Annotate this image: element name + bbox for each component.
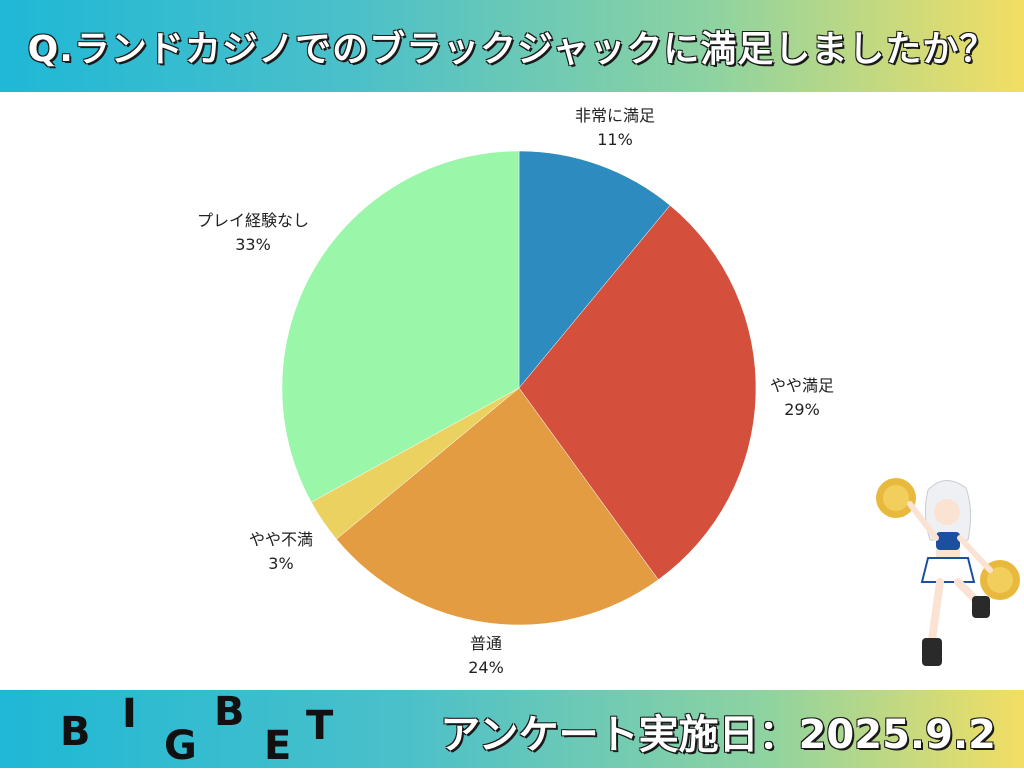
footer-banner: B I G B E T アンケート実施日：2025.9.2: [0, 690, 1024, 768]
survey-date: アンケート実施日：2025.9.2: [440, 712, 996, 758]
cheerleader-mascot-illustration: [876, 478, 1020, 666]
pie-chart: 非常に満足 11% やや満足 29% 普通 24% やや不満 3% プレイ経験な…: [0, 92, 1024, 690]
slice-label-percent: 24%: [468, 658, 504, 677]
header-banner: Q.ランドカジノでのブラックジャックに満足しましたか？: [0, 0, 1024, 92]
slice-label-neutral: 普通 24%: [446, 632, 526, 680]
pie-slice: [336, 387, 659, 626]
slice-label-somewhat-satisfied: やや満足 29%: [752, 374, 852, 422]
logo-letter: E: [264, 723, 292, 769]
logo-letter: B: [60, 709, 91, 755]
pie-slice: [518, 205, 757, 581]
chart-title: Q.ランドカジノでのブラックジャックに満足しましたか？: [27, 29, 997, 70]
slice-label-somewhat-dissatisfied: やや不満 3%: [226, 528, 336, 576]
slice-label-percent: 33%: [235, 235, 271, 254]
slice-label-percent: 11%: [597, 130, 633, 149]
slice-label-never-played: プレイ経験なし 33%: [178, 209, 328, 257]
logo-letter: T: [306, 703, 334, 749]
slice-label-text: プレイ経験なし: [196, 211, 309, 230]
logo-letter: I: [122, 691, 137, 737]
slice-label-text: 非常に満足: [574, 106, 655, 125]
slice-label-percent: 3%: [268, 554, 294, 573]
slice-label-percent: 29%: [784, 400, 820, 419]
bigbet-logo: B I G B E T: [60, 690, 350, 768]
slice-label-text: やや満足: [769, 376, 834, 395]
slice-label-text: やや不満: [248, 530, 313, 549]
pie-slice: [518, 150, 671, 389]
slice-label-very-satisfied: 非常に満足 11%: [560, 104, 670, 152]
pie-chart-svg: [281, 150, 757, 626]
slice-label-text: 普通: [469, 634, 502, 653]
logo-letter: G: [164, 723, 197, 769]
logo-letter: B: [214, 689, 245, 735]
pie-slice: [281, 150, 520, 503]
